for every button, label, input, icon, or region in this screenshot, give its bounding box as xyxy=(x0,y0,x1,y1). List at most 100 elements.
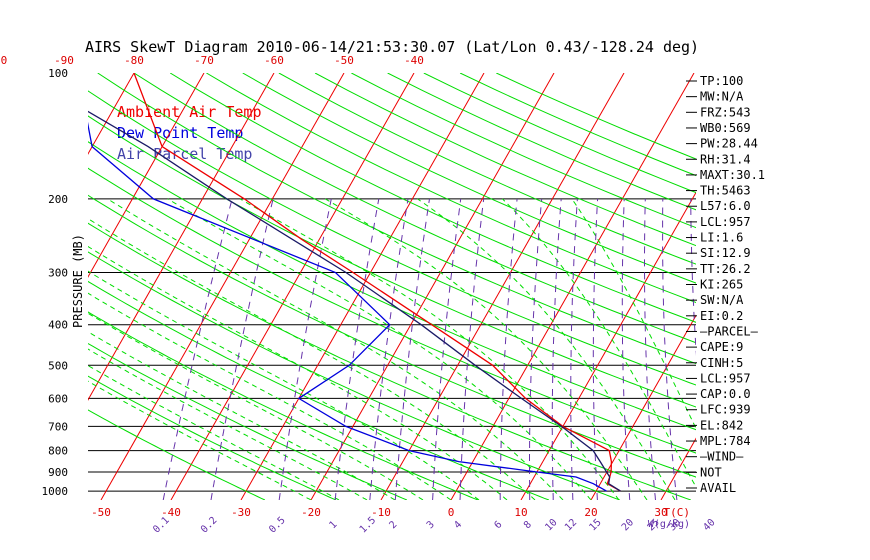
moist-adiabat-line xyxy=(88,380,312,500)
index-label: MPL:784 xyxy=(700,434,751,448)
index-label: WB0:569 xyxy=(700,121,751,135)
mixing-ratio-line xyxy=(162,198,233,500)
moist-adiabat-lines xyxy=(88,198,696,500)
temp-bottom-tick-label: 20 xyxy=(584,506,597,519)
mixing-ratio-line xyxy=(662,198,678,500)
dry-adiabat-line xyxy=(88,280,550,500)
index-label: RH:31.4 xyxy=(700,152,751,166)
mixing-ratio-line xyxy=(278,198,332,500)
sounding-series xyxy=(88,73,621,492)
mixing-ratio-line xyxy=(529,198,543,500)
moist-adiabat-line xyxy=(88,292,452,500)
y-axis-label: PRESSURE (MB) xyxy=(71,234,85,328)
temp-bottom-tick-label: -30 xyxy=(231,506,251,519)
dry-adiabat-line xyxy=(88,115,696,408)
dry-adiabat-line xyxy=(88,194,696,478)
dry-adiabat-line xyxy=(133,73,696,344)
index-label: AVAIL xyxy=(700,481,736,495)
pressure-tick-label: 700 xyxy=(48,420,68,433)
dry-adiabat-line xyxy=(169,73,696,323)
isotherm-line xyxy=(0,73,64,500)
isotherm-line xyxy=(88,73,135,155)
temp-bottom-tick-label: -50 xyxy=(91,506,111,519)
legend-ambient: Ambient Air Temp xyxy=(117,103,262,121)
skewt-plot-area xyxy=(0,73,696,500)
mixing-ratio-tick-label: 0.5 xyxy=(267,515,288,536)
mixing-ratio-line xyxy=(570,198,578,500)
dry-adiabat-line xyxy=(88,90,696,386)
mixing-ratio-tick-label: 3 xyxy=(425,519,437,531)
mixing-ratio-tick-label: 0.2 xyxy=(199,515,220,536)
index-label: SI:12.9 xyxy=(700,246,751,260)
ambient-temp-line xyxy=(133,73,621,492)
legend-dewpoint: Dew Point Temp xyxy=(117,124,243,142)
index-label: KI:265 xyxy=(700,278,743,292)
moist-adiabat-line xyxy=(88,365,340,500)
dry-adiabat-line xyxy=(88,311,479,500)
index-label: EI:0.2 xyxy=(700,309,743,323)
mixing-ratio-line xyxy=(459,198,485,500)
dry-adiabat-line xyxy=(88,222,691,500)
moist-adiabat-line xyxy=(571,198,696,430)
dry-adiabat-line xyxy=(206,73,696,304)
temp-top-tick-label: -70 xyxy=(194,54,214,67)
mixing-ratio-line xyxy=(334,198,380,500)
pressure-tick-label: 800 xyxy=(48,445,68,458)
temp-top-tick-label: -100 xyxy=(0,54,7,67)
moist-adiabat-line xyxy=(167,198,592,500)
mixing-ratio-tick-label: 12 xyxy=(563,517,579,533)
isotherm-line xyxy=(240,73,485,500)
mixing-ratio-line xyxy=(394,198,430,500)
mixing-ratio-tick-label: 10 xyxy=(543,517,559,533)
index-label: NOT xyxy=(700,465,722,479)
isotherm-line xyxy=(100,73,345,500)
dry-adiabat-line xyxy=(314,73,696,247)
index-label: TT:26.2 xyxy=(700,262,751,276)
mixing-ratio-tick-label: 4 xyxy=(452,519,464,531)
dry-adiabat-line xyxy=(351,73,696,229)
index-label: —PARCEL— xyxy=(700,324,759,338)
index-label: EL:842 xyxy=(700,418,743,432)
index-label: LFC:939 xyxy=(700,403,751,417)
moist-adiabat-line xyxy=(417,198,676,500)
dry-adiabat-line xyxy=(88,409,266,500)
mixing-ratio-line xyxy=(644,198,656,500)
pressure-tick-label: 500 xyxy=(48,359,68,372)
pressure-tick-label: 200 xyxy=(48,193,68,206)
dry-adiabat-line xyxy=(88,375,337,500)
mixing-ratio-line xyxy=(551,198,562,500)
moist-adiabat-line xyxy=(88,312,424,500)
index-label: CAPE:9 xyxy=(700,340,743,354)
temp-axis-unit: T(C) xyxy=(664,506,691,519)
mixing-ratio-line xyxy=(499,198,518,500)
mixing-ratio-line xyxy=(592,198,599,500)
mixing-ratio-line xyxy=(210,198,274,500)
index-label: TH:5463 xyxy=(700,184,751,198)
temp-bottom-tick-label: -20 xyxy=(301,506,321,519)
temp-bottom-tick-label: 10 xyxy=(514,506,527,519)
temp-bottom-tick-label: 30 xyxy=(654,506,667,519)
dry-adiabat-line xyxy=(387,73,696,211)
temp-top-tick-label: -60 xyxy=(264,54,284,67)
parcel-temp-line xyxy=(88,110,621,492)
index-label: LI:1.6 xyxy=(700,231,743,245)
index-label: MW:N/A xyxy=(700,90,744,104)
mixing-ratio-tick-label: 40 xyxy=(701,517,717,533)
moist-adiabat-line xyxy=(88,218,536,500)
chart-title: AIRS SkewT Diagram 2010-06-14/21:53:30.0… xyxy=(85,38,699,56)
dry-adiabat-line xyxy=(423,73,696,194)
isobar-grid xyxy=(88,198,696,492)
index-label: SW:N/A xyxy=(700,293,744,307)
index-label: CINH:5 xyxy=(700,356,743,370)
moist-adiabat-line xyxy=(107,198,564,500)
temp-bottom-tick-label: 0 xyxy=(448,506,455,519)
pressure-tick-label: 900 xyxy=(48,466,68,479)
index-label: CAP:0.0 xyxy=(700,387,751,401)
mixing-ratio-tick-label: 1 xyxy=(327,519,339,531)
mixing-ratio-line xyxy=(621,198,631,500)
mixing-ratio-tick-label: 2 xyxy=(388,519,400,531)
dry-adiabat-line xyxy=(97,73,696,365)
index-label: LCL:957 xyxy=(700,371,751,385)
moist-adiabat-line xyxy=(88,348,368,500)
